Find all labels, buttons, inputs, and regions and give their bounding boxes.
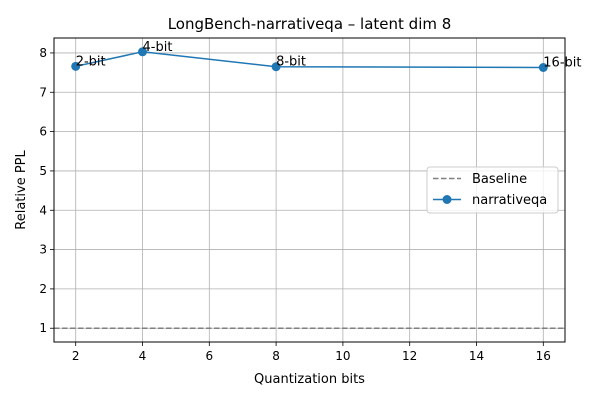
y-axis-label: Relative PPL <box>14 150 29 230</box>
legend: Baseline narrativeqa <box>426 166 559 214</box>
data-point <box>538 62 548 72</box>
data-point <box>138 47 148 57</box>
legend-baseline-label: Baseline <box>472 172 527 187</box>
x-tick-label: 4 <box>139 349 147 363</box>
y-tick-label: 3 <box>39 243 47 257</box>
data-label: 4-bit <box>143 40 173 55</box>
y-tick-label: 1 <box>39 321 47 335</box>
legend-narrativeqa-label: narrativeqa <box>472 193 547 208</box>
y-tick-label: 7 <box>39 85 47 99</box>
x-tick-label: 8 <box>272 349 280 363</box>
x-tick-label: 14 <box>469 349 484 363</box>
data-point <box>71 61 81 71</box>
x-tick-label: 6 <box>205 349 213 363</box>
series-layer <box>71 47 548 72</box>
y-tick-label: 5 <box>39 164 47 178</box>
data-label: 8-bit <box>276 55 306 70</box>
data-point <box>271 62 281 72</box>
data-label: 16-bit <box>543 55 581 70</box>
y-ticks: 1 2 3 4 5 6 7 8 <box>39 46 54 335</box>
x-ticks: 2 4 6 8 10 12 14 16 <box>72 342 551 363</box>
x-tick-label: 10 <box>335 349 350 363</box>
x-axis-label: Quantization bits <box>254 372 365 387</box>
x-tick-label: 12 <box>402 349 417 363</box>
data-label: 2-bit <box>76 54 106 69</box>
chart-title: LongBench-narrativeqa – latent dim 8 <box>168 15 452 33</box>
legend-narrativeqa-marker <box>442 195 452 204</box>
y-tick-label: 4 <box>39 203 47 217</box>
y-tick-label: 8 <box>39 46 47 60</box>
data-labels: 2-bit 4-bit 8-bit 16-bit <box>76 40 582 71</box>
x-tick-label: 2 <box>72 349 80 363</box>
y-tick-label: 6 <box>39 125 47 139</box>
series-line-narrativeqa <box>75 51 544 69</box>
x-tick-label: 16 <box>536 349 551 363</box>
plot-frame <box>53 37 566 343</box>
y-tick-label: 2 <box>39 282 47 296</box>
